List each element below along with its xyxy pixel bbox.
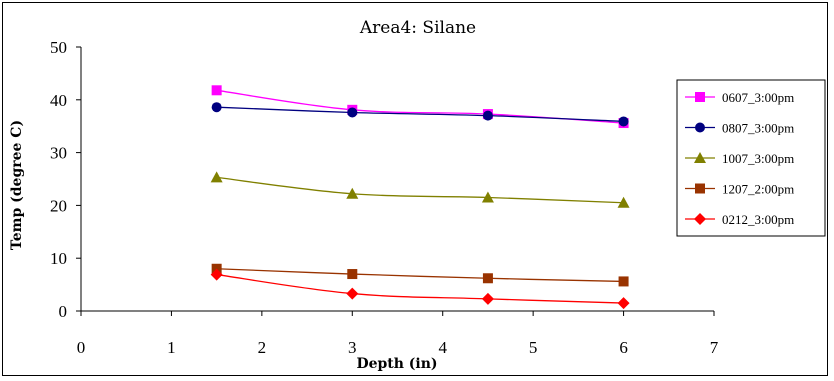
legend-label: 1007_3:00pm xyxy=(722,151,794,166)
legend-box xyxy=(676,79,826,237)
data-point-0807_3:00pm xyxy=(618,116,629,127)
y-tick-label: 30 xyxy=(50,144,67,163)
data-point-0212_3:00pm xyxy=(210,268,223,281)
legend-label: 0607_3:00pm xyxy=(722,90,794,105)
data-point-1007_3:00pm xyxy=(481,191,494,203)
data-point-1007_3:00pm xyxy=(617,196,630,208)
data-point-1007_3:00pm xyxy=(346,187,359,199)
x-tick-label: 2 xyxy=(258,338,267,357)
plot-area: 0 10 20 30 40 50 0 1 2 3 4 5 6 7 xyxy=(50,38,719,357)
x-tick-label: 0 xyxy=(77,338,86,357)
y-tick-label: 50 xyxy=(50,38,67,57)
data-point-0212_3:00pm xyxy=(617,297,630,310)
legend-marker-0607_3:00pm xyxy=(695,92,705,102)
x-tick-label: 3 xyxy=(348,338,357,357)
legend-label: 1207_2:00pm xyxy=(722,182,794,197)
legend-marker-1207_2:00pm xyxy=(695,183,705,194)
y-tick-label: 10 xyxy=(50,249,67,268)
legend: 0607_3:00pm 0807_3:00pm 1007_3:00pm 1207_2:… xyxy=(676,79,826,237)
y-tick-label: 20 xyxy=(50,196,67,215)
data-point-0212_3:00pm xyxy=(346,287,359,300)
legend-marker-1007_3:00pm xyxy=(694,152,706,163)
data-point-1007_3:00pm xyxy=(210,171,223,183)
series-line-1207_2:00pm xyxy=(216,268,624,283)
data-point-0212_3:00pm xyxy=(481,292,494,305)
legend-marker-0212_3:00pm xyxy=(694,213,706,225)
y-tick-label: 40 xyxy=(50,91,67,110)
series-line-0212_3:00pm xyxy=(216,273,624,304)
data-point-1207_2:00pm xyxy=(482,273,493,284)
x-tick-label: 4 xyxy=(438,338,447,357)
series-line-0807_3:00pm xyxy=(216,106,624,123)
x-axis-label: Depth (in) xyxy=(356,356,437,372)
data-point-1207_2:00pm xyxy=(618,276,629,287)
data-point-0607_3:00pm xyxy=(211,85,222,96)
data-point-0807_3:00pm xyxy=(211,102,222,113)
x-tick-label: 6 xyxy=(619,338,628,357)
x-tick-label: 5 xyxy=(529,338,538,357)
data-point-0807_3:00pm xyxy=(347,107,358,118)
legend-marker-0807_3:00pm xyxy=(695,122,705,133)
chart-title: Area4: Silane xyxy=(359,18,476,38)
y-axis-label: Temp (degree C) xyxy=(9,120,25,250)
x-tick-label: 1 xyxy=(167,338,176,357)
data-point-1207_2:00pm xyxy=(347,269,358,280)
legend-label: 0212_3:00pm xyxy=(722,212,794,227)
data-point-0807_3:00pm xyxy=(482,110,493,121)
series-line-1007_3:00pm xyxy=(216,176,624,204)
legend-label: 0807_3:00pm xyxy=(722,121,794,136)
x-tick-label: 7 xyxy=(710,338,719,357)
y-tick-label: 0 xyxy=(59,302,68,321)
